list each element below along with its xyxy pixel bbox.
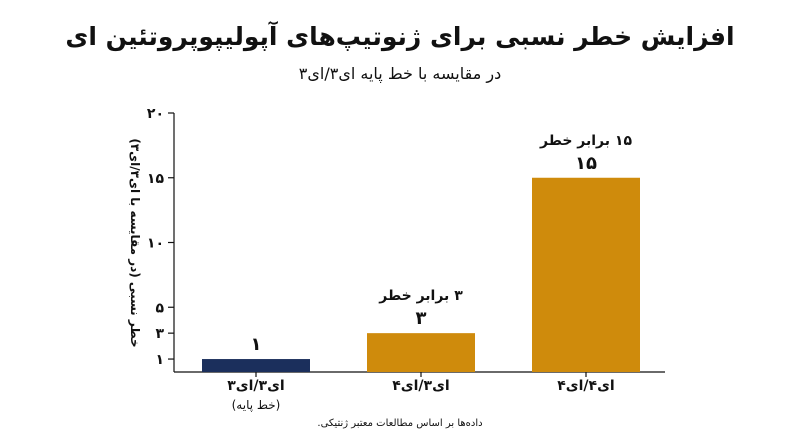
bar — [367, 333, 475, 372]
y-tick-label: ۳ — [155, 326, 164, 342]
bar-annotation: ۳ برابر خطر — [378, 288, 463, 304]
source-note: داده‌ها بر اساس مطالعات معتبر ژنتیکی. — [317, 418, 483, 429]
x-category-label: ای۳/ای۴ — [392, 378, 449, 394]
bar-value-label: ۱ — [251, 334, 262, 355]
y-tick-label: ۲۰ — [147, 106, 164, 122]
x-category-sublabel: (خط پایه) — [232, 398, 281, 412]
chart-subtitle: در مقایسه با خط پایه ای۳/ای۳ — [298, 64, 502, 83]
y-tick-label: ۱۰ — [147, 236, 164, 252]
y-tick-label: ۵ — [155, 300, 164, 316]
bar-value-label: ۱۵ — [575, 153, 597, 174]
x-category-label: ای۳/ای۳ — [227, 378, 284, 394]
bar — [202, 359, 310, 372]
bar — [532, 177, 640, 372]
x-category-label: ای۴/ای۴ — [557, 378, 614, 394]
chart-title: افزایش خطر نسبی برای ژنوتیپ‌های آپولیپوپ… — [65, 22, 735, 51]
y-tick-label: ۱۵ — [147, 171, 165, 187]
bar-annotation: ۱۵ برابر خطر — [539, 133, 632, 149]
y-axis-label: خطر نسبی (در مقایسه با ای۳/ای۳) — [128, 138, 142, 347]
y-tick-label: ۱ — [155, 352, 164, 368]
bar-value-label: ۳ — [416, 308, 427, 329]
